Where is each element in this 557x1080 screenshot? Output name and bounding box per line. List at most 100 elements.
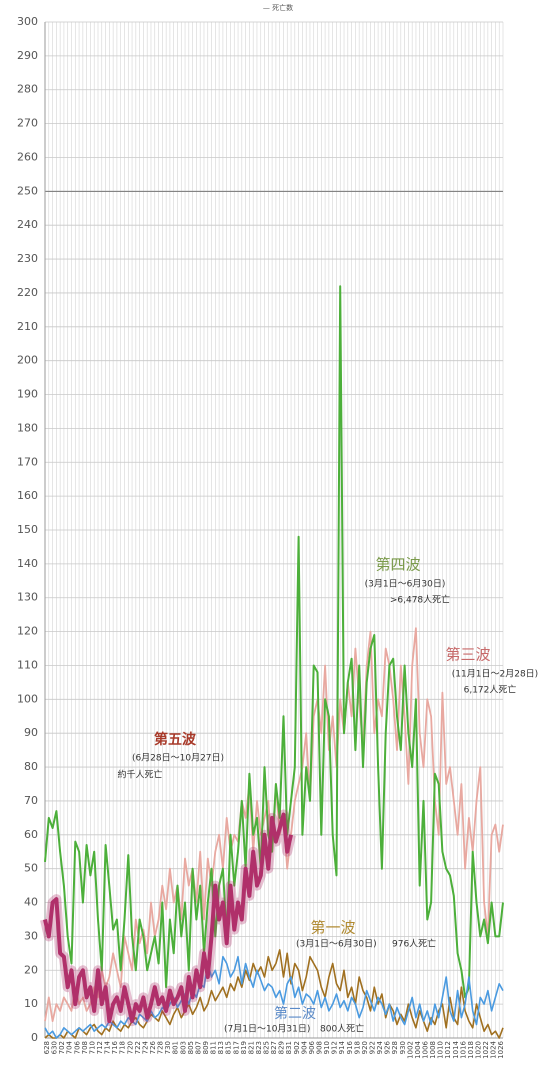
x-tick-label: 1022 <box>482 1041 490 1059</box>
y-tick-label: 240 <box>17 218 38 231</box>
y-tick-label: 160 <box>17 489 38 502</box>
x-tick-label: 724 <box>141 1040 149 1054</box>
x-tick-label: 817 <box>232 1041 240 1054</box>
y-tick-label: 300 <box>17 15 38 28</box>
y-tick-label: 110 <box>17 658 38 671</box>
series-line <box>44 285 504 999</box>
y-tick-label: 170 <box>17 455 38 468</box>
y-tick-label: 60 <box>24 828 38 841</box>
x-tick-label: 1016 <box>459 1040 467 1058</box>
wave-period: (3月1日～6月30日) <box>365 579 446 590</box>
x-tick-label: 706 <box>73 1040 81 1054</box>
x-tick-label: 902 <box>293 1041 301 1054</box>
x-tick-label: 726 <box>149 1040 157 1054</box>
y-tick-label: 290 <box>17 49 38 62</box>
x-tick-label: 823 <box>255 1041 263 1054</box>
y-tick-label: 250 <box>17 184 38 197</box>
x-tick-label: 718 <box>119 1041 127 1054</box>
x-tick-label: 1004 <box>414 1040 422 1058</box>
wave-deaths: 6,172人死亡 <box>464 684 517 696</box>
x-tick-label: 821 <box>247 1041 255 1054</box>
y-tick-label: 70 <box>24 794 38 807</box>
y-tick-label: 260 <box>17 150 38 163</box>
x-tick-label: 918 <box>353 1041 361 1054</box>
wave-deaths: 約千人死亡 <box>117 769 162 781</box>
x-tick-label: 1002 <box>406 1041 414 1059</box>
x-tick-label: 1024 <box>490 1040 498 1058</box>
wave-deaths: 800人死亡 <box>320 1023 364 1035</box>
x-tick-label: 908 <box>316 1041 324 1054</box>
wave-deaths: 976人死亡 <box>392 938 436 950</box>
y-tick-label: 20 <box>24 963 38 976</box>
x-tick-label: 829 <box>278 1041 286 1054</box>
x-tick-label: 730 <box>164 1041 172 1054</box>
y-tick-label: 100 <box>17 692 38 705</box>
x-tick-label: 805 <box>187 1041 195 1054</box>
x-tick-label: 704 <box>66 1040 74 1054</box>
x-tick-label: 1012 <box>444 1041 452 1059</box>
wave-label: 第二波 <box>274 1005 316 1022</box>
x-tick-label: 926 <box>384 1040 392 1054</box>
series-line <box>44 949 504 1039</box>
x-tick-label: 827 <box>270 1041 278 1054</box>
x-tick-label: 914 <box>338 1040 346 1054</box>
x-tick-label: 813 <box>217 1041 225 1054</box>
y-tick-label: 210 <box>17 320 38 333</box>
x-tick-label: 720 <box>126 1041 134 1054</box>
x-tick-label: 803 <box>179 1041 187 1054</box>
x-tick-label: 815 <box>225 1041 233 1054</box>
x-tick-label: 1008 <box>429 1041 437 1059</box>
wave-period: (7月1日～10月31日) <box>224 1024 310 1035</box>
wave-period: (3月1日～6月30日) <box>296 939 377 950</box>
wave-period: (11月1日～2月28日) <box>452 669 538 680</box>
x-tick-label: 722 <box>134 1041 142 1054</box>
x-tick-label: 628 <box>43 1041 51 1054</box>
y-tick-label: 140 <box>17 557 38 570</box>
x-tick-label: 906 <box>308 1040 316 1054</box>
x-tick-label: 904 <box>300 1040 308 1054</box>
y-tick-label: 280 <box>17 83 38 96</box>
x-tick-label: 710 <box>88 1041 96 1054</box>
x-tick-label: 928 <box>391 1041 399 1054</box>
y-tick-label: 80 <box>24 760 38 773</box>
y-tick-label: 150 <box>17 523 38 536</box>
x-tick-label: 831 <box>285 1041 293 1054</box>
x-tick-label: 924 <box>376 1040 384 1054</box>
x-tick-label: 910 <box>323 1041 331 1054</box>
x-tick-label: 825 <box>263 1041 271 1054</box>
x-tick-label: 630 <box>51 1041 59 1054</box>
wave-label: 第四波 <box>375 556 420 574</box>
y-tick-label: 40 <box>24 896 38 909</box>
x-tick-label: 801 <box>172 1041 180 1054</box>
y-tick-label: 120 <box>17 625 38 638</box>
wave-period: (6月28日～10月27日) <box>132 753 224 764</box>
x-tick-label: 1014 <box>452 1040 460 1058</box>
x-tick-label: 1006 <box>422 1040 430 1058</box>
x-tick-label: 912 <box>331 1041 339 1054</box>
x-tick-label: 712 <box>96 1041 104 1054</box>
x-tick-label: 809 <box>202 1041 210 1054</box>
x-tick-label: 1020 <box>475 1041 483 1059</box>
wave-label: 第三波 <box>445 646 490 664</box>
x-tick-label: 716 <box>111 1040 119 1054</box>
x-tick-label: 728 <box>157 1041 165 1054</box>
y-tick-label: 0 <box>31 1031 38 1044</box>
x-tick-label: 1010 <box>437 1041 445 1059</box>
y-tick-label: 90 <box>24 726 38 739</box>
x-tick-label: 1026 <box>497 1040 505 1058</box>
series-line <box>43 812 293 1024</box>
x-tick-label: 807 <box>194 1041 202 1054</box>
x-tick-label: 702 <box>58 1041 66 1054</box>
x-tick-label: 916 <box>346 1040 354 1054</box>
y-tick-label: 30 <box>24 929 38 942</box>
x-tick-label: 1018 <box>467 1041 475 1059</box>
y-tick-label: 270 <box>17 117 38 130</box>
y-tick-label: 130 <box>17 591 38 604</box>
x-tick-label: 819 <box>240 1041 248 1054</box>
wave-label: 第五波 <box>154 731 197 748</box>
y-tick-label: 190 <box>17 388 38 401</box>
y-tick-label: 200 <box>17 354 38 367</box>
x-tick-label: 922 <box>369 1041 377 1054</box>
